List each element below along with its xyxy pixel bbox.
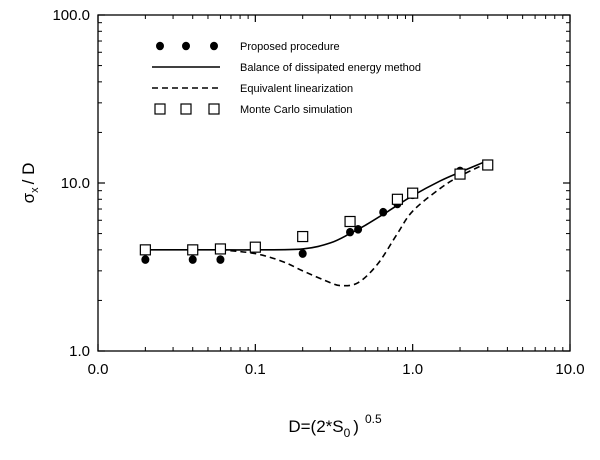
- x-axis-title-close: ): [353, 417, 359, 436]
- legend-label: Proposed procedure: [240, 41, 340, 53]
- point-proposed: [188, 255, 197, 264]
- y-axis-title: σx / D: [19, 163, 41, 204]
- legend-marker-square: [208, 103, 220, 115]
- point-proposed: [298, 249, 307, 258]
- point-proposed: [379, 207, 388, 217]
- point-proposed: [216, 255, 225, 264]
- series-line-equivalent: [220, 162, 489, 287]
- x-axis-title-sub: 0: [344, 426, 351, 440]
- axis-ticks: 0.0 0.1 1.0 10.0 1.0 10.0 100.0: [52, 7, 584, 378]
- legend-marker-circle: [182, 41, 190, 51]
- legend-marker-circle: [156, 41, 164, 51]
- point-monte-carlo: [297, 230, 309, 243]
- legend-label: Monte Carlo simulation: [240, 104, 353, 116]
- point-proposed: [141, 255, 150, 264]
- point-monte-carlo: [407, 187, 419, 199]
- y-tick-label: 100.0: [52, 7, 90, 24]
- legend-label: Balance of dissipated energy method: [240, 62, 421, 74]
- point-monte-carlo: [249, 241, 261, 253]
- point-monte-carlo: [482, 159, 494, 171]
- point-monte-carlo: [454, 168, 466, 180]
- legend: Proposed procedure Balance of dissipated …: [152, 41, 421, 116]
- y-axis-title-sub: x: [29, 187, 41, 193]
- point-monte-carlo: [344, 215, 356, 228]
- x-axis-title-main: D=(2*S: [288, 417, 343, 436]
- x-axis-title: D=(2*S0) 0.5: [288, 412, 382, 440]
- x-axis-title-sup: 0.5: [365, 412, 382, 426]
- y-tick-label: 10.0: [61, 175, 90, 192]
- point-monte-carlo: [187, 244, 199, 256]
- point-monte-carlo: [139, 244, 151, 256]
- x-tick-label: 10.0: [555, 361, 584, 378]
- y-tick-label: 1.0: [69, 343, 90, 360]
- x-tick-label: 0.1: [245, 361, 266, 378]
- plot-series: [139, 159, 494, 287]
- legend-marker-square: [180, 103, 192, 115]
- x-tick-label: 0.0: [88, 361, 109, 378]
- y-axis-title-sigma: σ: [19, 192, 38, 203]
- x-tick-label: 1.0: [402, 361, 423, 378]
- point-monte-carlo: [214, 243, 227, 255]
- series-line-balance: [145, 159, 489, 251]
- legend-marker-square: [154, 103, 166, 115]
- legend-marker-circle: [210, 41, 218, 51]
- legend-label: Equivalent linearization: [240, 83, 353, 95]
- y-axis-title-rest: / D: [19, 163, 38, 185]
- point-monte-carlo: [391, 193, 404, 205]
